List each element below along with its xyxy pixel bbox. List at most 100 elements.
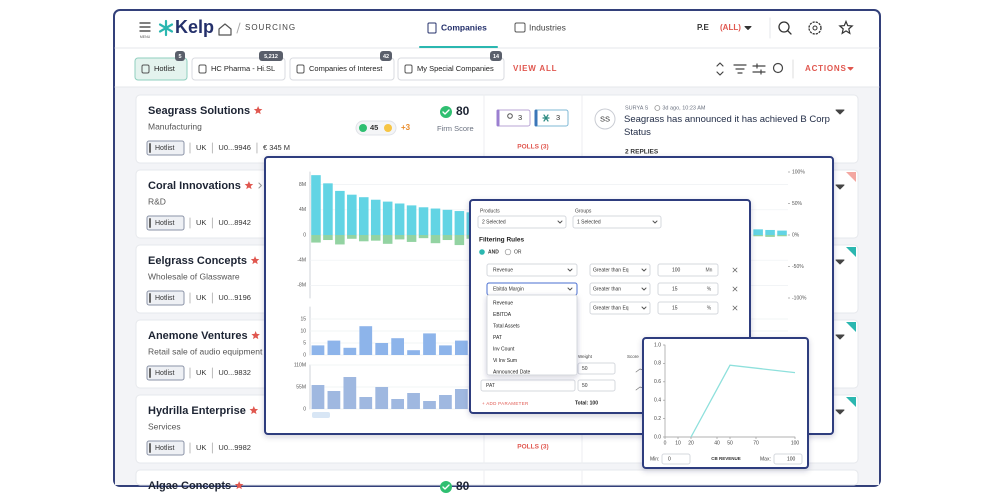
list-name: My Special Companies (417, 64, 494, 73)
rule-value[interactable] (657, 263, 719, 277)
caret-icon (652, 220, 658, 224)
remove-icon[interactable] (732, 267, 738, 273)
weight-input[interactable] (577, 362, 616, 375)
y-tick-label: 4M (299, 207, 306, 213)
list-search-icon[interactable] (772, 62, 784, 74)
search-icon[interactable] (778, 21, 790, 33)
x-tick-label: 70 (753, 440, 759, 446)
range-input[interactable] (773, 453, 803, 465)
line-series (690, 364, 796, 438)
company-name[interactable]: Anemone Ventures (148, 330, 248, 342)
bar (375, 343, 389, 355)
fund-selector[interactable]: P.E (697, 23, 710, 32)
list-chip[interactable] (191, 57, 286, 81)
list-name: HC Pharma - Hi.SL (211, 64, 275, 73)
dropdown-option[interactable]: Total Assets (493, 323, 520, 329)
dropdown-option[interactable]: PAT (493, 335, 502, 341)
menu-icon[interactable] (139, 22, 151, 32)
y-tick-label: 0.6 (654, 379, 661, 385)
dropdown-option[interactable]: EBITDA (493, 312, 512, 318)
score-label: Firm Score (437, 124, 474, 133)
fund-filter[interactable]: (ALL) (720, 23, 741, 32)
company-name[interactable]: Hydrilla Enterprise (148, 405, 246, 417)
row-caret[interactable] (835, 109, 845, 115)
bar (406, 235, 417, 242)
comment-time: 3d ago, 10:23 AM (662, 105, 706, 111)
list-chip[interactable] (397, 57, 505, 81)
range-input[interactable] (661, 453, 691, 465)
rule-value[interactable] (657, 282, 719, 296)
dropdown-option[interactable]: Vi Inv Sum (493, 358, 517, 364)
rule-field[interactable] (486, 263, 578, 277)
rule-unit: % (707, 286, 712, 292)
company-name[interactable]: Algae Concepts (148, 480, 231, 492)
polls-link[interactable]: POLLS (3) (517, 444, 548, 451)
remove-icon[interactable] (732, 286, 738, 292)
select-box[interactable] (572, 215, 662, 229)
tab[interactable]: Industries (529, 22, 566, 32)
list-name: Hotlist (154, 64, 176, 73)
bar (765, 235, 775, 237)
sort-icon[interactable] (716, 62, 724, 76)
bar (430, 235, 441, 244)
bar (311, 175, 321, 235)
tab-active[interactable]: Companies (441, 22, 487, 32)
list-name: Companies of Interest (309, 64, 383, 73)
dropdown-menu (486, 294, 578, 376)
home-icon[interactable] (218, 23, 232, 36)
bar (407, 350, 420, 355)
settings-icon[interactable] (808, 21, 822, 35)
actions-button[interactable]: ACTIONS (805, 64, 847, 73)
filter-icon[interactable] (733, 64, 747, 74)
company-sector: Wholesale of Glassware (148, 271, 240, 281)
company-name[interactable]: Coral Innovations (148, 180, 241, 192)
row-caret[interactable] (835, 184, 845, 190)
rule-operator[interactable] (589, 301, 651, 315)
y-tick-label: 0.0 (654, 434, 661, 440)
comment-author: SURYA S (625, 105, 649, 111)
row-caret[interactable] (835, 259, 845, 265)
weight-input[interactable] (577, 379, 616, 392)
list-count: 5,212 (264, 54, 278, 60)
status-flag (846, 397, 856, 407)
favorite-icon[interactable] (838, 19, 854, 35)
breadcrumb-slash (236, 22, 241, 34)
radio[interactable] (504, 248, 512, 256)
row-caret[interactable] (835, 334, 845, 340)
replies-link[interactable]: 2 REPLIES (625, 149, 659, 156)
company-card[interactable] (135, 469, 859, 486)
bar (370, 235, 381, 241)
sub-score-chip (355, 120, 397, 136)
weight-field[interactable] (480, 379, 576, 392)
caret-icon (744, 26, 752, 30)
adjust-icon[interactable] (752, 63, 766, 75)
y-tick-label: 10 (300, 328, 306, 334)
list-chip[interactable] (289, 57, 395, 81)
rule-value[interactable] (657, 301, 719, 315)
dropdown-option[interactable]: Inv Count (493, 346, 515, 352)
company-name[interactable]: Eelgrass Concepts (148, 255, 247, 267)
rule-operator[interactable] (589, 263, 651, 277)
dropdown-option[interactable]: Announced Date (493, 369, 530, 375)
bar (394, 203, 405, 235)
range-max: 100 (787, 456, 796, 462)
dropdown-option[interactable]: Revenue (493, 300, 513, 306)
select-box[interactable] (477, 215, 567, 229)
rule-operator[interactable] (589, 282, 651, 296)
members-chip (534, 109, 569, 127)
radio-selected[interactable] (479, 249, 485, 255)
field-label: Products (480, 208, 500, 214)
chevron-icon (258, 182, 262, 189)
company-name[interactable]: Seagrass Solutions (148, 105, 250, 117)
remove-icon[interactable] (732, 305, 738, 311)
x-tick-label: 40 (714, 440, 720, 446)
bar (418, 235, 429, 239)
favorite-star (234, 481, 244, 490)
list-chip[interactable] (134, 57, 188, 81)
polls-link[interactable]: POLLS (3) (517, 144, 548, 151)
row-caret[interactable] (835, 409, 845, 415)
view-all-button[interactable]: VIEW ALL (513, 64, 557, 73)
add-parameter-button[interactable]: + ADD PARAMETER (482, 401, 529, 406)
y2-tick-label: 50% (792, 201, 803, 207)
